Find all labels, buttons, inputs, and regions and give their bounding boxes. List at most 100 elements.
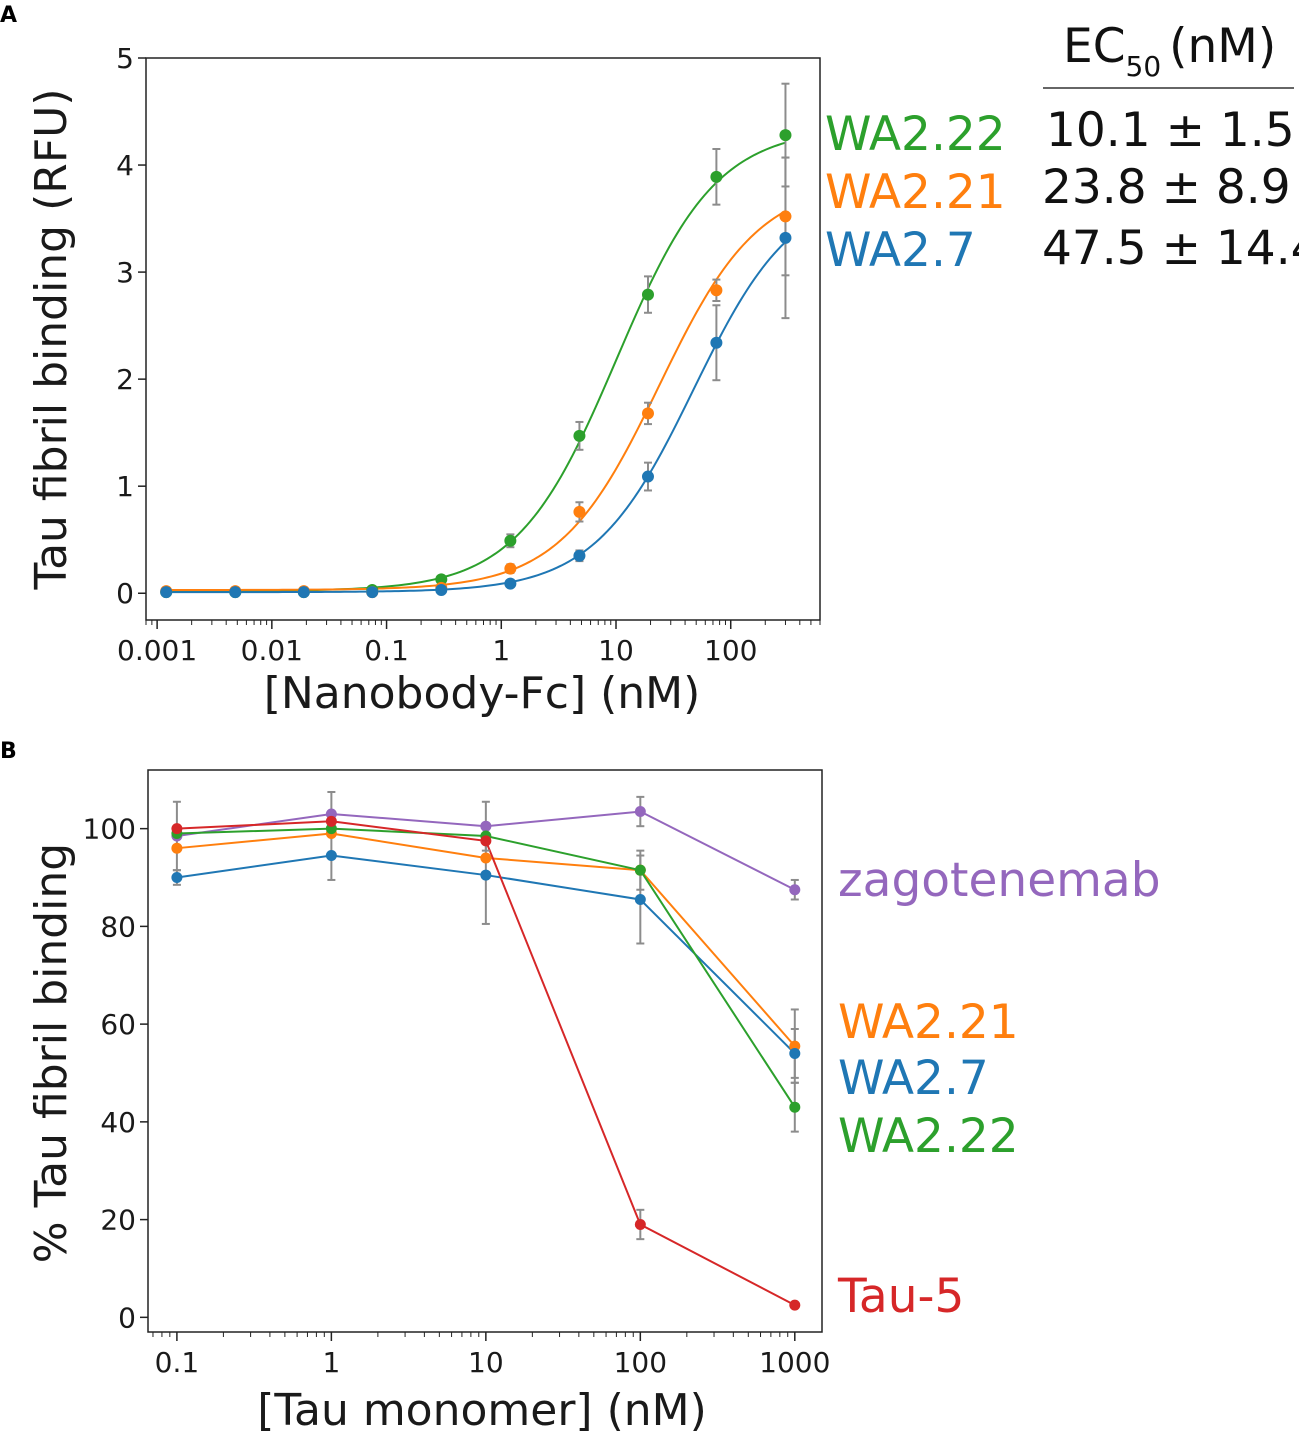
panel-a-x-ticks: 0.001 0.01 0.1 1 10 100 bbox=[117, 620, 821, 667]
panel-a-point-wa2-21 bbox=[779, 210, 792, 223]
panel-a-label-wa2-21: WA2.21 bbox=[825, 165, 1006, 220]
panel-b: B 0 20 40 60 80 100 0.1 1 10 100 1000 [Tau monome… bbox=[0, 739, 1161, 1433]
panel-b-y-ticks: 0 20 40 60 80 100 bbox=[83, 813, 148, 1334]
panel-a-point-wa2-7 bbox=[366, 586, 379, 599]
panel-a-point-wa2-7 bbox=[297, 586, 310, 599]
panel-a-point-wa2-22 bbox=[504, 534, 517, 547]
panel-a-fit-curves bbox=[166, 141, 787, 594]
panel-b-point-wa2-7 bbox=[634, 894, 646, 906]
panel-a-label-wa2-7: WA2.7 bbox=[825, 223, 976, 278]
panel-b-x-axis-title: [Tau monomer] (nM) bbox=[257, 1385, 707, 1433]
panel-b-y-tick-label: 100 bbox=[83, 813, 136, 846]
panel-b-y-tick-label: 20 bbox=[100, 1204, 136, 1237]
panel-b-plot-frame bbox=[147, 769, 823, 1333]
panel-a-x-tick-label: 0.01 bbox=[241, 634, 303, 667]
panel-a-point-wa2-7 bbox=[779, 231, 792, 244]
panel-a-y-tick-label: 4 bbox=[116, 149, 134, 182]
panel-a-y-tick-label: 5 bbox=[116, 42, 134, 75]
panel-b-point-tau-5 bbox=[789, 1299, 801, 1311]
panel-a-point-wa2-7 bbox=[435, 584, 448, 597]
panel-a-point-wa2-7 bbox=[504, 577, 517, 590]
panel-b-point-tau-5 bbox=[171, 823, 183, 835]
panel-a-fit-wa2-22 bbox=[166, 141, 786, 593]
panel-a-point-wa2-21 bbox=[641, 407, 654, 420]
panel-b-label-zagotenemab: zagotenemab bbox=[838, 853, 1161, 908]
panel-a-point-wa2-22 bbox=[641, 288, 654, 301]
panel-b-point-zagotenemab bbox=[634, 806, 646, 818]
panel-b-y-tick-label: 80 bbox=[100, 910, 136, 943]
panel-b-point-zagotenemab bbox=[789, 884, 801, 896]
panel-b-label-wa2-22: WA2.22 bbox=[838, 1109, 1019, 1164]
panel-a-point-wa2-22 bbox=[435, 573, 448, 586]
panel-a-point-wa2-22 bbox=[573, 429, 586, 442]
panel-a-letter: A bbox=[0, 3, 17, 28]
panel-a-point-wa2-21 bbox=[710, 284, 723, 297]
panel-b-y-axis-title: % Tau fibril binding bbox=[26, 843, 77, 1263]
ec50-header: EC50 (nM) bbox=[1063, 19, 1276, 83]
panel-b-label-wa2-7: WA2.7 bbox=[838, 1051, 989, 1106]
panel-b-y-tick-label: 0 bbox=[118, 1301, 136, 1334]
panel-b-point-wa2-7 bbox=[789, 1047, 801, 1059]
panel-a-y-axis-title: Tau fibril binding (RFU) bbox=[26, 88, 77, 590]
panel-b-y-tick-label: 40 bbox=[100, 1106, 136, 1139]
panel-a-point-wa2-21 bbox=[504, 562, 517, 575]
ec50-table: EC50 (nM) 10.1 ± 1.5 23.8 ± 8.9 47.5 ± 14… bbox=[1042, 19, 1299, 276]
panel-b-point-tau-5 bbox=[634, 1218, 646, 1230]
panel-a-point-wa2-22 bbox=[779, 129, 792, 142]
panel-b-point-wa2-7 bbox=[325, 850, 337, 862]
panel-b-x-tick-label: 100 bbox=[614, 1346, 667, 1379]
panel-b-y-tick-label: 60 bbox=[100, 1008, 136, 1041]
panel-a-point-wa2-7 bbox=[229, 586, 242, 599]
panel-b-point-wa2-22 bbox=[789, 1101, 801, 1113]
panel-a-y-tick-label: 1 bbox=[116, 470, 134, 503]
panel-b-point-wa2-7 bbox=[480, 869, 492, 881]
panel-a-point-wa2-22 bbox=[710, 170, 723, 183]
panel-b-point-zagotenemab bbox=[480, 820, 492, 832]
panel-b-x-tick-label: 1000 bbox=[759, 1346, 830, 1379]
ec50-row-wa2-21: 23.8 ± 8.9 bbox=[1042, 160, 1291, 215]
ec50-header-sub: 50 bbox=[1126, 50, 1162, 83]
panel-a-y-ticks: 0 1 2 3 4 5 bbox=[116, 42, 146, 610]
panel-a-error-bars bbox=[162, 82, 790, 596]
panel-a-x-tick-label: 100 bbox=[704, 634, 757, 667]
panel-b-x-ticks: 0.1 1 10 100 1000 bbox=[152, 1332, 830, 1379]
panel-b-label-tau-5: Tau-5 bbox=[837, 1269, 964, 1324]
panel-b-x-tick-label: 10 bbox=[468, 1346, 504, 1379]
panel-a: A 0 1 2 3 4 5 0.001 0.01 0.1 1 10 100 [Nanobody-Fc… bbox=[0, 3, 1299, 719]
panel-b-point-wa2-22 bbox=[634, 864, 646, 876]
panel-b-point-wa2-21 bbox=[480, 852, 492, 864]
panel-b-point-wa2-7 bbox=[171, 872, 183, 884]
panel-a-plot-frame bbox=[145, 57, 821, 621]
panel-b-point-wa2-21 bbox=[171, 842, 183, 854]
panel-b-x-tick-label: 0.1 bbox=[155, 1346, 200, 1379]
panel-a-point-wa2-7 bbox=[160, 586, 173, 599]
ec50-row-wa2-7: 47.5 ± 14.4 bbox=[1042, 221, 1299, 276]
panel-b-label-wa2-21: WA2.21 bbox=[838, 995, 1019, 1050]
panel-a-y-tick-label: 2 bbox=[116, 363, 134, 396]
panel-b-point-tau-5 bbox=[480, 835, 492, 847]
panel-a-fit-wa2-21 bbox=[166, 210, 786, 592]
panel-a-x-tick-label: 0.001 bbox=[117, 634, 197, 667]
panel-a-point-wa2-7 bbox=[641, 470, 654, 483]
ec50-header-main: EC bbox=[1063, 19, 1126, 74]
panel-a-x-tick-label: 10 bbox=[598, 634, 634, 667]
panel-a-y-tick-label: 0 bbox=[116, 577, 134, 610]
panel-b-points bbox=[171, 806, 801, 1311]
panel-a-points bbox=[160, 129, 792, 599]
panel-a-label-wa2-22: WA2.22 bbox=[825, 107, 1006, 162]
panel-a-point-wa2-7 bbox=[710, 336, 723, 349]
panel-b-x-tick-label: 1 bbox=[322, 1346, 340, 1379]
panel-b-point-tau-5 bbox=[325, 815, 337, 827]
panel-a-x-axis-title: [Nanobody-Fc] (nM) bbox=[264, 668, 701, 719]
panel-a-x-tick-label: 1 bbox=[492, 634, 510, 667]
panel-a-fit-wa2-7 bbox=[166, 241, 787, 594]
panel-a-y-tick-label: 3 bbox=[116, 256, 134, 289]
ec50-header-unit: (nM) bbox=[1169, 19, 1276, 74]
panel-a-point-wa2-21 bbox=[573, 505, 586, 518]
panel-a-point-wa2-7 bbox=[573, 549, 586, 562]
panel-a-x-tick-label: 0.1 bbox=[364, 634, 409, 667]
ec50-row-wa2-22: 10.1 ± 1.5 bbox=[1046, 103, 1295, 158]
panel-b-letter: B bbox=[0, 739, 17, 764]
